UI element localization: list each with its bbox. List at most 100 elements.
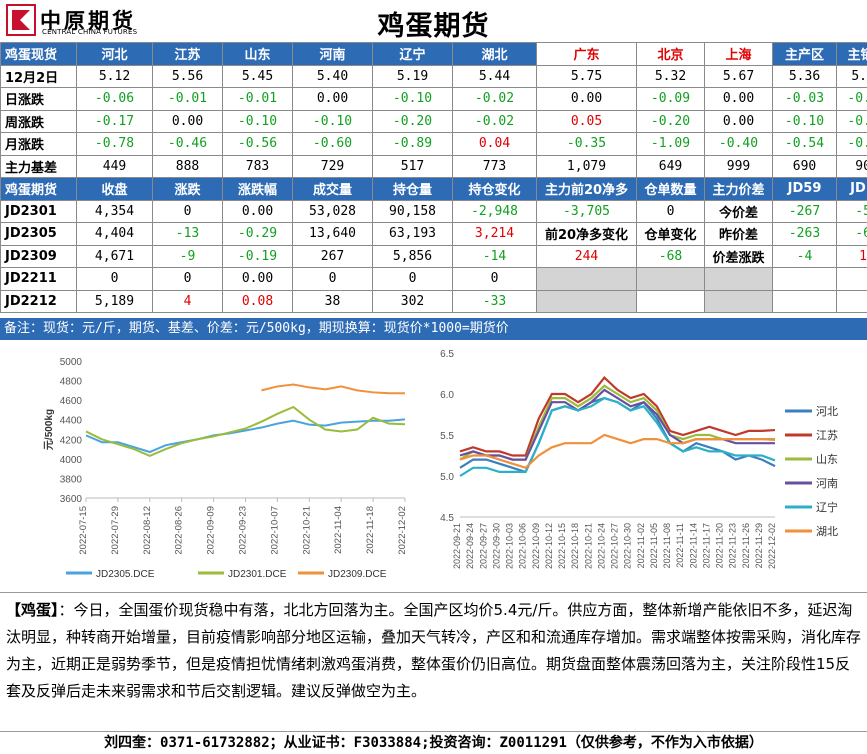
- x-tick-label: 2022-11-20: [715, 523, 725, 568]
- futures-header-2: 涨跌: [153, 178, 223, 201]
- spot-value: -0.09: [637, 88, 705, 111]
- x-tick-label: 2022-11-14: [688, 523, 698, 568]
- x-tick-label: 2022-08-26: [174, 506, 185, 555]
- legend-label: 江苏: [816, 429, 838, 442]
- analyst-footer: 刘四奎：0371-61732882；从业证书：F3033884;投资咨询：Z00…: [0, 731, 867, 754]
- futures-warrant: [637, 268, 705, 291]
- spot-value: 449: [77, 155, 153, 178]
- spot-value: 5.58: [837, 65, 867, 88]
- x-tick-label: 2022-11-26: [741, 523, 751, 568]
- x-tick-label: 2022-10-27: [610, 523, 620, 569]
- spot-value: 0.00: [537, 88, 637, 111]
- futures-warrant: 0: [637, 200, 705, 223]
- spot-value: -0.61: [837, 133, 867, 156]
- futures-header-7: 主力前20净多: [537, 178, 637, 201]
- spot-value: 999: [705, 155, 773, 178]
- spot-value: -0.02: [453, 110, 537, 133]
- spot-value: -0.78: [77, 133, 153, 156]
- spot-value: 909: [837, 155, 867, 178]
- spot-value: -0.01: [153, 88, 223, 111]
- futures-jd59: [773, 268, 837, 291]
- spot-value: 5.36: [773, 65, 837, 88]
- contract-code: JD2212: [1, 290, 77, 313]
- futures-warrant: -68: [637, 245, 705, 268]
- x-tick-label: 2022-10-15: [557, 523, 567, 569]
- legend-label: 湖北: [816, 525, 838, 538]
- futures-oi: 0: [373, 268, 453, 291]
- spot-value: -0.56: [223, 133, 293, 156]
- futures-oi_chg: -33: [453, 290, 537, 313]
- x-tick-label: 2022-10-21: [583, 523, 593, 569]
- x-tick-label: 2022-10-18: [570, 523, 580, 569]
- region-header-3: 河南: [293, 43, 373, 66]
- spot-value: -0.06: [77, 88, 153, 111]
- futures-header-9: 主力价差: [705, 178, 773, 201]
- spot-value: 5.40: [293, 65, 373, 88]
- series-line-湖北: [460, 435, 775, 468]
- spot-value: 5.44: [453, 65, 537, 88]
- futures-header-5: 持仓量: [373, 178, 453, 201]
- spot-row-label: 12月2日: [1, 65, 77, 88]
- spot-value: 5.32: [637, 65, 705, 88]
- commentary-text: ：今日，全国蛋价现货稳中有落，北北方回落为主。全国产区均价5.4元/斤。供应方面…: [6, 601, 861, 700]
- spot-value: -0.03: [837, 88, 867, 111]
- futures-jd15: [837, 290, 867, 313]
- y-tick-label: 6.5: [440, 349, 454, 360]
- region-header-6: 广东: [537, 43, 637, 66]
- x-tick-label: 2022-10-30: [623, 523, 633, 569]
- futures-jd15: 13: [837, 245, 867, 268]
- region-header-7: 北京: [637, 43, 705, 66]
- y-tick-label: 4200: [60, 435, 83, 446]
- futures-net20: [537, 268, 637, 291]
- region-header-8: 上海: [705, 43, 773, 66]
- y-tick-label: 3800: [60, 474, 83, 485]
- x-tick-label: 2022-10-09: [531, 523, 541, 569]
- spot-header-row: 鸡蛋现货河北江苏山东河南辽宁湖北广东北京上海主产区主销区: [1, 43, 867, 66]
- futures-oi: 90,158: [373, 200, 453, 223]
- futures-chg: 0: [153, 268, 223, 291]
- spot-value: -0.03: [773, 88, 837, 111]
- x-tick-label: 2022-10-21: [301, 506, 312, 555]
- spot-value: -0.01: [223, 88, 293, 111]
- y-tick-label: 4800: [60, 377, 83, 388]
- y-tick-label: 3600: [60, 494, 83, 505]
- futures-chg: -13: [153, 223, 223, 246]
- spot-value: -0.10: [773, 110, 837, 133]
- spot-value: 773: [453, 155, 537, 178]
- futures-vol: 13,640: [293, 223, 373, 246]
- futures-chg: 0: [153, 200, 223, 223]
- series-line-辽宁: [460, 398, 775, 476]
- x-tick-label: 2022-12-02: [397, 506, 408, 555]
- spot-value: 0.00: [705, 88, 773, 111]
- spot-value: 0.04: [453, 133, 537, 156]
- spot-value: -0.10: [293, 110, 373, 133]
- contract-code: JD2211: [1, 268, 77, 291]
- commentary-tag: 【鸡蛋】: [6, 601, 59, 619]
- series-line-河南: [460, 390, 775, 460]
- spot-value: -0.89: [373, 133, 453, 156]
- spot-value: -0.02: [453, 88, 537, 111]
- futures-pct: 0.00: [223, 200, 293, 223]
- futures-warrant: 仓单变化: [637, 223, 705, 246]
- futures-label: 价差涨跌: [705, 245, 773, 268]
- futures-oi_chg: -14: [453, 245, 537, 268]
- futures-net20: 244: [537, 245, 637, 268]
- y-tick-label: 4000: [60, 455, 83, 466]
- report-header: 中原期货 CENTRAL CHINA FUTURES 鸡蛋期货: [0, 0, 867, 43]
- x-tick-label: 2022-09-24: [465, 523, 475, 569]
- futures-chg: -9: [153, 245, 223, 268]
- x-tick-label: 2022-09-21: [452, 523, 462, 569]
- spot-value: 5.56: [153, 65, 223, 88]
- spot-value: 5.45: [223, 65, 293, 88]
- region-header-10: 主销区: [837, 43, 867, 66]
- legend-label: 河南: [816, 477, 838, 490]
- futures-oi_chg: -2,948: [453, 200, 537, 223]
- futures-label: 今价差: [705, 200, 773, 223]
- x-tick-label: 2022-09-30: [491, 523, 501, 569]
- futures-label: [705, 268, 773, 291]
